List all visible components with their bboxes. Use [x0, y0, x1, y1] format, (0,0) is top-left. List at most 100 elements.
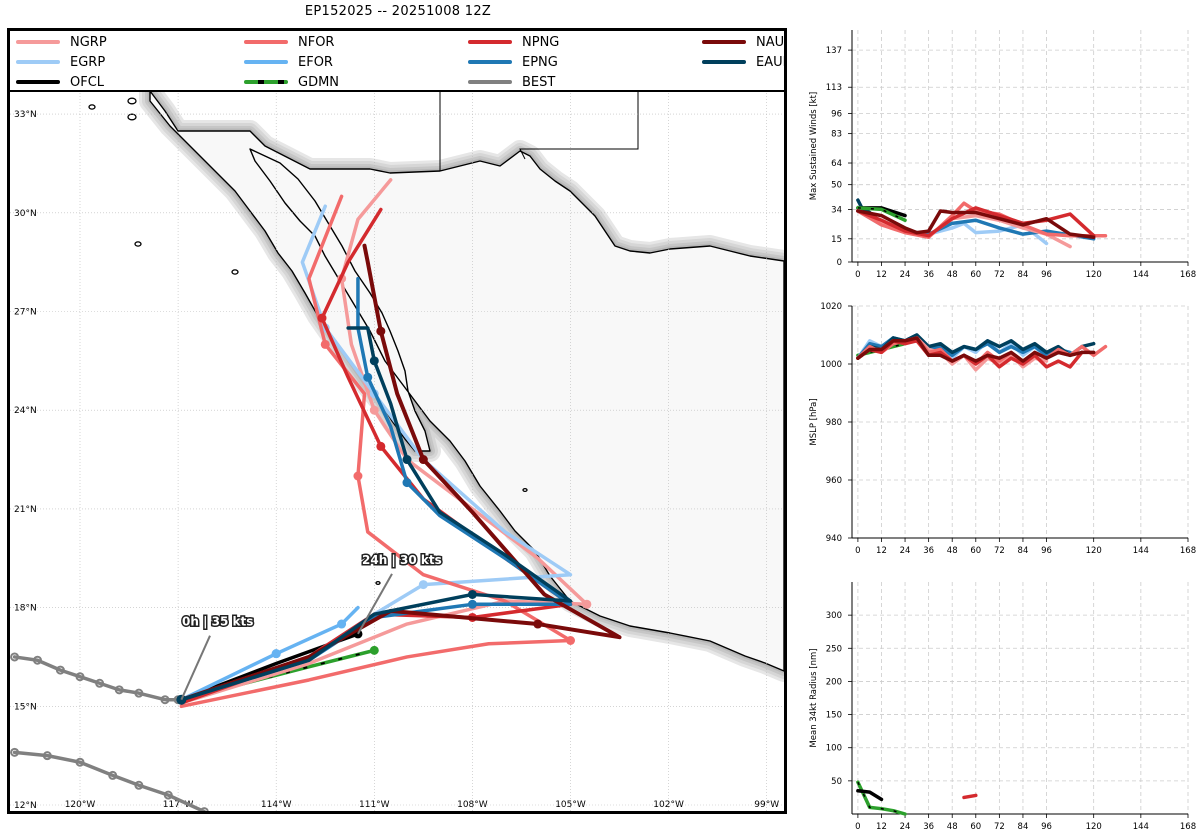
- y-tick-label: 15: [831, 235, 842, 245]
- legend-label: NPNG: [522, 34, 560, 50]
- lat-label: 12°N: [14, 801, 37, 811]
- chart-title: EP152025 -- 20251008 12Z: [304, 4, 492, 19]
- track-marker: [402, 455, 412, 465]
- lat-label: 24°N: [14, 406, 37, 416]
- legend-swatch: [468, 80, 512, 84]
- legend-swatch: [468, 60, 512, 64]
- island: [375, 580, 381, 586]
- best-track-symbol: [75, 672, 85, 682]
- lon-label: 105°W: [555, 800, 586, 810]
- series-eaur: [856, 333, 1096, 360]
- best-track-symbol: [55, 665, 65, 675]
- x-tick-label: 72: [994, 270, 1005, 280]
- series-gdmn-dash: [857, 781, 906, 815]
- track-marker: [582, 599, 592, 609]
- island: [522, 487, 528, 493]
- legend-swatch: [16, 60, 60, 64]
- forecast-annotation: 24h | 30 kts: [362, 553, 442, 567]
- best-track-symbol: [199, 807, 209, 811]
- track-marker: [369, 405, 379, 415]
- legend-label: EFOR: [298, 54, 333, 70]
- legend-label: EAUR: [756, 54, 784, 70]
- track-best: [12, 750, 206, 811]
- x-tick-label: 120: [1086, 822, 1102, 832]
- legend-label: GDMN: [298, 74, 340, 90]
- x-tick-label: 168: [1180, 270, 1196, 280]
- track-map: 120°W 117°W 114°W 111°W 108°W 105°W 102°W 99°W 3…: [7, 28, 787, 814]
- x-tick-label: 24: [900, 822, 911, 832]
- track-marker: [467, 599, 477, 609]
- legend-entry-ngrp: NGRP: [16, 33, 107, 51]
- track-marker: [363, 372, 373, 382]
- series-naur: [856, 209, 1096, 240]
- x-tick-label: 24: [900, 546, 911, 556]
- mslp-panel: 0 12 24 36 48 60 72 84 96 120 144 168 940 960 980 1000 1…: [809, 302, 1196, 556]
- legend-swatch: [702, 40, 746, 44]
- lon-label: 120°W: [65, 800, 96, 810]
- legend-entry-npng: NPNG: [468, 33, 559, 51]
- best-track-symbol: [10, 652, 20, 662]
- x-tick-label: 36: [923, 546, 934, 556]
- x-tick-label: 84: [1018, 546, 1029, 556]
- track-marker: [402, 478, 412, 488]
- track-marker: [418, 580, 428, 590]
- legend-entry-nfor: NFOR: [244, 33, 334, 51]
- legend-label: OFCL: [70, 74, 105, 90]
- island: [127, 113, 137, 121]
- y-tick-label: 64: [831, 159, 842, 169]
- series-gdmn-dash: [857, 342, 906, 357]
- x-tick-label: 0: [855, 270, 860, 280]
- track-best: [12, 655, 180, 702]
- lon-label: 102°W: [653, 800, 684, 810]
- annotation-leader: [180, 635, 211, 701]
- lat-label: 30°N: [14, 209, 37, 219]
- legend-entry-epng: EPNG: [468, 53, 558, 71]
- legend-label: NAUR: [756, 34, 785, 50]
- x-tick-label: 144: [1133, 546, 1149, 556]
- best-track-symbol: [108, 770, 118, 780]
- track-marker: [369, 356, 379, 366]
- legend-swatch: [244, 60, 288, 64]
- series-naur: [856, 336, 1096, 363]
- track-marker: [320, 339, 330, 349]
- x-tick-label: 72: [994, 546, 1005, 556]
- y-tick-label: 96: [831, 110, 842, 120]
- y-tick-label: 200: [826, 677, 842, 687]
- lat-label: 33°N: [14, 110, 37, 120]
- legend-swatch: [244, 40, 288, 44]
- x-tick-label: 72: [994, 822, 1005, 832]
- y-tick-label: 940: [826, 534, 842, 544]
- radius-panel: 0 12 24 36 48 60 72 84 96 120 144 168 50 100 150 200 250…: [809, 582, 1196, 832]
- lat-label: 18°N: [14, 604, 37, 614]
- legend-swatch: [16, 40, 60, 44]
- x-tick-label: 144: [1133, 822, 1149, 832]
- y-tick-label: 83: [831, 130, 842, 140]
- legend-swatch: [468, 40, 512, 44]
- track-marker: [376, 441, 386, 451]
- x-tick-label: 120: [1086, 270, 1102, 280]
- best-track-symbol: [160, 695, 170, 705]
- best-track-symbol: [42, 751, 52, 761]
- series-npng: [962, 793, 978, 800]
- x-tick-label: 84: [1018, 270, 1029, 280]
- track-marker: [376, 326, 386, 336]
- y-tick-label: 0: [837, 258, 842, 268]
- x-tick-label: 84: [1018, 822, 1029, 832]
- y-axis-label: Mean 34kt Radius [nm]: [809, 648, 819, 747]
- series-ofcl: [856, 789, 884, 802]
- lat-label: 27°N: [14, 308, 37, 318]
- y-tick-label: 960: [826, 476, 842, 486]
- x-tick-label: 96: [1041, 546, 1052, 556]
- annotation-leader: [357, 573, 393, 635]
- legend-swatch: [702, 60, 746, 64]
- track-marker: [317, 313, 327, 323]
- x-tick-label: 60: [970, 546, 981, 556]
- series-nfor: [856, 201, 1108, 240]
- legend-label: BEST: [522, 74, 556, 90]
- y-tick-label: 137: [826, 46, 842, 56]
- lat-label: 21°N: [14, 505, 37, 515]
- legend-label: NGRP: [70, 34, 107, 50]
- land-mass: [149, 90, 784, 672]
- x-tick-label: 60: [970, 822, 981, 832]
- y-tick-label: 113: [826, 83, 842, 93]
